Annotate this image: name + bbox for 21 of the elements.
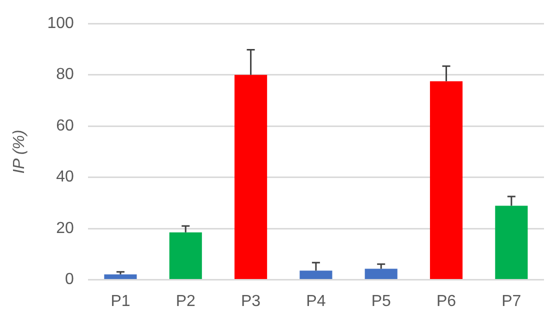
y-tick-label: 100 <box>47 15 74 32</box>
x-tick-label: P1 <box>110 292 130 310</box>
x-tick-label: P3 <box>241 292 261 310</box>
y-axis-title: IP (%) <box>11 130 28 174</box>
y-tick-label: 80 <box>56 66 74 84</box>
bar <box>169 232 202 280</box>
bar <box>495 206 528 280</box>
x-tick-label: P4 <box>306 292 326 310</box>
x-tick-label: P5 <box>371 292 391 310</box>
bar <box>364 268 398 280</box>
y-tick-label: 40 <box>56 168 74 186</box>
bar <box>430 81 463 280</box>
x-tick-label: P6 <box>436 292 456 310</box>
y-tick-label: 0 <box>64 271 74 288</box>
bar <box>300 270 332 280</box>
x-tick-label: P7 <box>502 292 522 310</box>
bar <box>234 74 268 280</box>
bar <box>104 274 137 280</box>
y-tick-label: 20 <box>56 220 74 237</box>
y-tick-label: 60 <box>56 117 74 134</box>
x-tick-label: P2 <box>176 292 196 310</box>
